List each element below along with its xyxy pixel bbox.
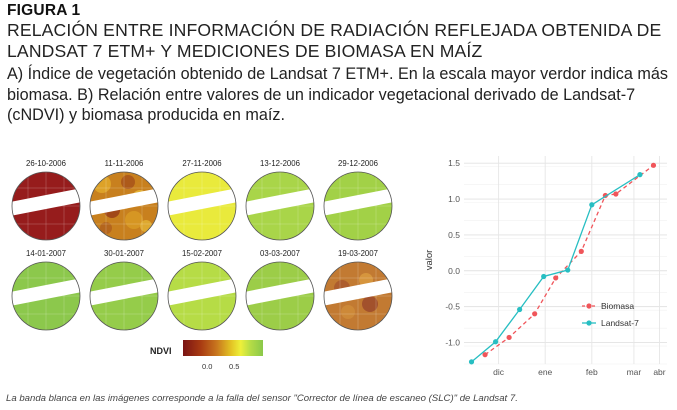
y-tick-label: -1.0 <box>445 337 460 347</box>
ndvi-tile-map <box>89 171 159 241</box>
figure-description: A) Índice de vegetación obtenido de Land… <box>7 65 668 124</box>
ndvi-tile-date: 14-01-2007 <box>26 249 66 258</box>
legend-label: Biomasa <box>601 301 634 311</box>
legend-label: Landsat-7 <box>601 318 639 328</box>
x-tick-label: abr <box>653 367 665 377</box>
ndvi-tile-date: 11-11-2006 <box>104 159 144 168</box>
x-tick-label: dic <box>493 367 505 377</box>
y-tick-label: 1.0 <box>448 194 460 204</box>
data-point <box>482 352 488 358</box>
data-point <box>541 273 547 280</box>
data-point <box>468 359 475 365</box>
ndvi-tile-date: 13-12-2006 <box>260 159 300 168</box>
ndvi-tile: 11-11-2006 <box>88 159 160 247</box>
y-axis-label: valor <box>424 250 435 271</box>
ndvi-legend-tick-1: 0.5 <box>229 362 240 371</box>
ndvi-tile: 26-10-2006 <box>10 159 82 247</box>
ndvi-tile-map <box>11 171 81 241</box>
ndvi-tile-map <box>245 261 315 331</box>
data-point <box>517 306 523 313</box>
ndvi-tile-map <box>11 261 81 331</box>
ndvi-tile-date: 19-03-2007 <box>338 249 378 258</box>
data-point <box>589 202 595 208</box>
data-point <box>565 267 571 273</box>
ndvi-tile: 13-12-2006 <box>244 159 316 247</box>
ndvi-tile-date: 03-03-2007 <box>260 249 300 258</box>
ndvi-legend-tick-0: 0.0 <box>202 362 213 371</box>
figure-title: RELACIÓN ENTRE INFORMACIÓN DE RADIACIÓN … <box>7 20 662 61</box>
line-chart-svg: -1.0 -0.5 0.0 0.5 1.0 1.5 dic ene feb mar abr valor… <box>424 156 667 377</box>
ndvi-color-scale <box>183 340 263 356</box>
ndvi-tile-date: 27-11-2006 <box>182 159 222 168</box>
ndvi-tile: 14-01-2007 <box>10 249 82 337</box>
panel-b-line-chart: -1.0 -0.5 0.0 0.5 1.0 1.5 dic ene feb mar abr valor… <box>418 150 677 385</box>
ndvi-tile-date: 26-10-2006 <box>26 159 66 168</box>
figure-label: FIGURA 1 <box>7 2 81 19</box>
ndvi-tile-date: 30-01-2007 <box>104 249 144 258</box>
ndvi-tile: 03-03-2007 <box>244 249 316 337</box>
data-point <box>613 191 619 197</box>
ndvi-tile-date: 29-12-2006 <box>338 159 378 168</box>
figure-caption: La banda blanca en las imágenes correspo… <box>6 393 518 404</box>
data-point <box>650 162 657 168</box>
data-point <box>553 275 559 281</box>
legend-key-point <box>586 303 592 309</box>
y-tick-label: -0.5 <box>445 302 460 312</box>
legend-key-point <box>586 320 592 326</box>
x-tick-label: ene <box>538 367 552 377</box>
ndvi-legend-title: NDVI <box>150 346 172 356</box>
ndvi-tile-map <box>167 261 237 331</box>
y-tick-label: 1.5 <box>448 158 460 168</box>
ndvi-tile: 19-03-2007 <box>322 249 394 337</box>
ndvi-tile: 27-11-2006 <box>166 159 238 247</box>
y-tick-label: 0.0 <box>448 266 460 276</box>
data-point <box>637 172 643 178</box>
ndvi-tile: 15-02-2007 <box>166 249 238 337</box>
ndvi-tile-map <box>323 261 393 331</box>
ndvi-tile-map <box>89 261 159 331</box>
ndvi-tile-map <box>167 171 237 241</box>
y-tick-label: 0.5 <box>448 230 460 240</box>
data-point <box>532 311 538 317</box>
ndvi-tile-map <box>245 171 315 241</box>
x-tick-label: mar <box>627 367 642 377</box>
data-point <box>506 334 512 341</box>
ndvi-tile-date: 15-02-2007 <box>182 249 222 258</box>
ndvi-tile-map <box>323 171 393 241</box>
data-point <box>492 339 499 345</box>
plot-area <box>464 156 667 364</box>
data-point <box>578 248 584 254</box>
ndvi-tile: 29-12-2006 <box>322 159 394 247</box>
panel-a-ndvi-maps: 26-10-2006 11-11-2006 27-11-2006 13-12-2006… <box>0 150 410 380</box>
ndvi-tile: 30-01-2007 <box>88 249 160 337</box>
x-tick-label: feb <box>586 367 598 377</box>
